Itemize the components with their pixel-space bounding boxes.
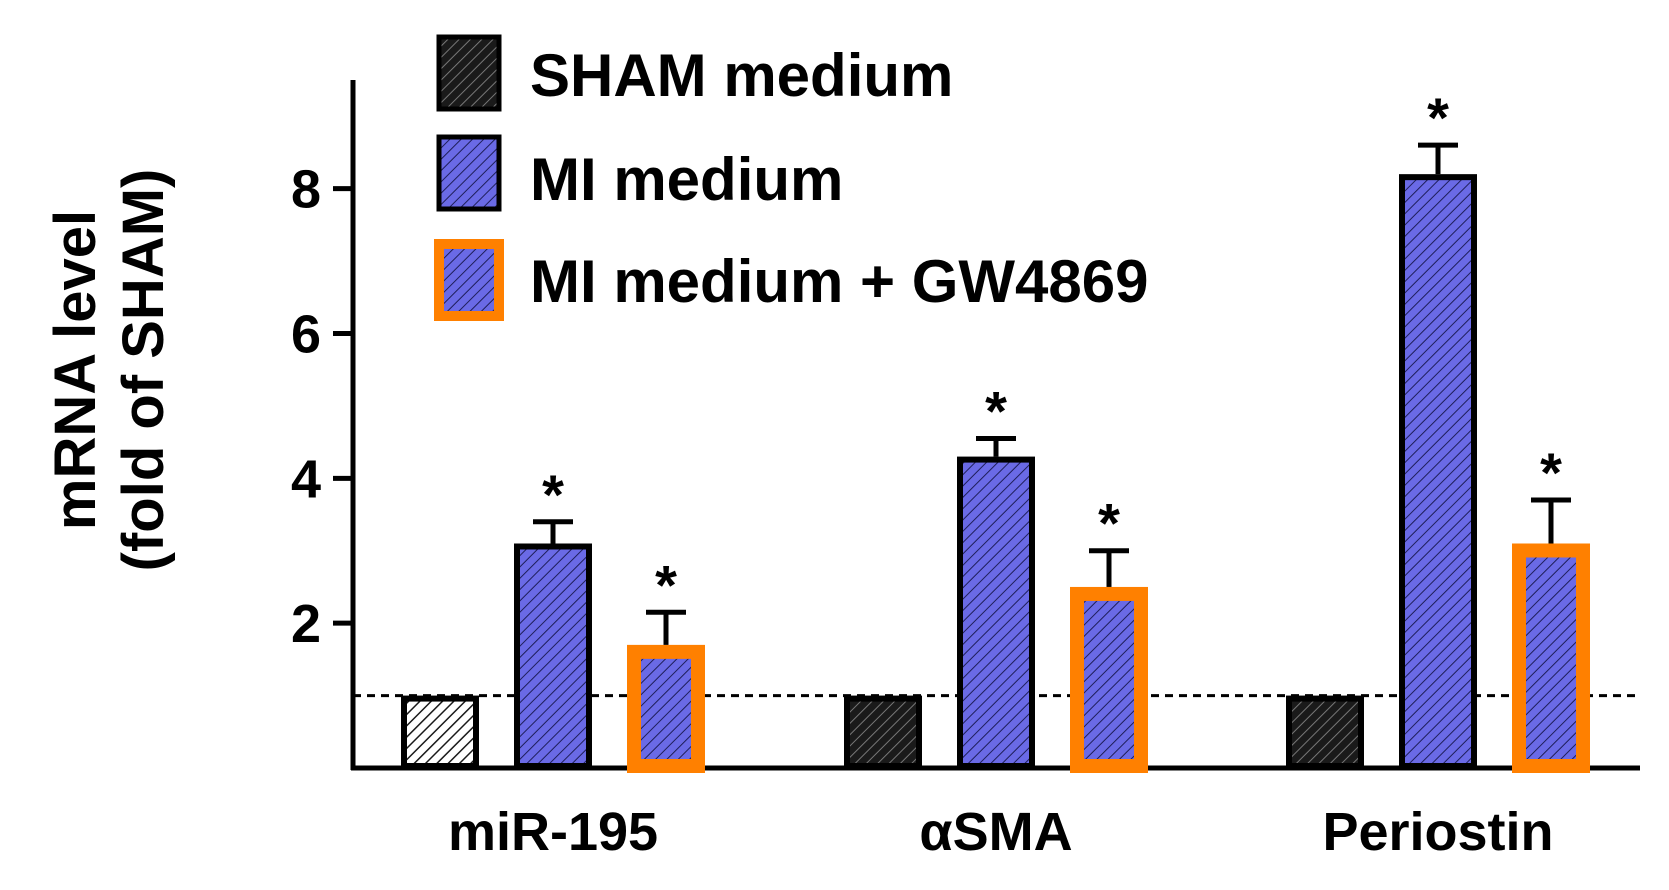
significance-star: * bbox=[1540, 441, 1562, 504]
significance-star: * bbox=[1427, 86, 1449, 149]
significance-star: * bbox=[655, 553, 677, 616]
bar-2-0 bbox=[627, 644, 705, 774]
y-axis-title-line-1: mRNA level bbox=[43, 210, 108, 530]
legend-swatch-gw bbox=[434, 239, 504, 321]
y-tick-label: 2 bbox=[291, 594, 321, 654]
legend-swatch-mi bbox=[436, 134, 502, 212]
bar-2-2 bbox=[1512, 543, 1590, 774]
y-tick-label: 8 bbox=[291, 160, 321, 220]
significance-star: * bbox=[542, 463, 564, 526]
significance-star: * bbox=[985, 379, 1007, 442]
bar-0-1 bbox=[844, 695, 922, 769]
legend-label-gw: MI medium + GW4869 bbox=[530, 248, 1149, 315]
bar-2-1 bbox=[1070, 586, 1148, 774]
category-label: Periostin bbox=[1322, 802, 1553, 862]
legend: SHAM medium MI medium MI medium + GW4869 bbox=[434, 34, 1149, 321]
legend-label-mi: MI medium bbox=[530, 146, 843, 213]
y-tick-label: 6 bbox=[291, 304, 321, 364]
bar-1-0 bbox=[514, 543, 592, 770]
category-label: αSMA bbox=[919, 802, 1072, 862]
y-ticks: 2 4 6 8 bbox=[291, 160, 353, 654]
bars: * * * * * * bbox=[401, 86, 1590, 774]
bar-1-2 bbox=[1399, 174, 1477, 770]
bar-1-1 bbox=[957, 456, 1035, 769]
bar-0-0 bbox=[401, 695, 479, 769]
y-tick-label: 4 bbox=[291, 449, 321, 509]
legend-label-sham: SHAM medium bbox=[530, 42, 953, 109]
bar-0-2 bbox=[1286, 695, 1364, 769]
legend-swatch-sham bbox=[436, 34, 502, 112]
y-axis-title: mRNA level (fold of SHAM) bbox=[43, 169, 176, 572]
significance-star: * bbox=[1098, 492, 1120, 555]
category-labels: miR-195 αSMA Periostin bbox=[448, 802, 1554, 862]
y-axis-title-line-2: (fold of SHAM) bbox=[111, 169, 176, 572]
category-label: miR-195 bbox=[448, 802, 658, 862]
